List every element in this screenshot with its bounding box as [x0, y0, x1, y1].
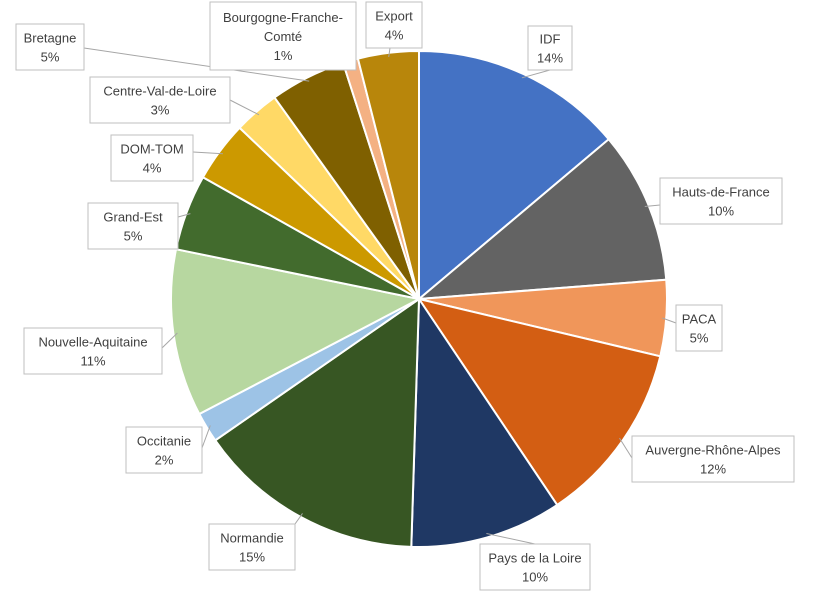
- data-label-idf: IDF 14%: [527, 25, 573, 71]
- leader-line: [521, 69, 551, 79]
- data-label-percent: 10%: [708, 204, 734, 219]
- leader-line: [662, 317, 677, 324]
- data-label-hauts-de-france: Hauts-de-France 10%: [659, 177, 783, 225]
- data-label-percent: 5%: [690, 331, 709, 346]
- pie-slice-auvergne-rh-ne-alpes: [416, 297, 662, 507]
- data-label-dom-tom: DOM-TOM 4%: [110, 134, 194, 182]
- data-label-percent: 1%: [274, 48, 293, 63]
- data-label-box: [365, 1, 423, 49]
- data-label-name: Hauts-de-France: [672, 185, 770, 200]
- pie-slice-nouvelle-aquitaine: [170, 248, 422, 416]
- leader-line: [201, 425, 211, 449]
- pie-slice-idf: [418, 49, 611, 302]
- data-label-name: PACA: [682, 312, 717, 327]
- data-label-box: [23, 327, 163, 375]
- data-label-pays-de-la-loire: Pays de la Loire 10%: [479, 543, 591, 591]
- data-label-percent: 14%: [537, 51, 563, 66]
- data-label-name: Auvergne-Rhône-Alpes: [645, 443, 781, 458]
- data-label-box: [631, 435, 795, 483]
- data-label-percent: 2%: [155, 453, 174, 468]
- data-label-normandie: Normandie 15%: [208, 523, 296, 571]
- data-label-box: [89, 76, 231, 124]
- pie-slice-hauts-de-france: [415, 137, 668, 301]
- leader-line: [229, 99, 260, 116]
- data-label-box: [125, 426, 203, 474]
- data-label-box: [15, 23, 85, 71]
- data-label-name: DOM-TOM: [120, 142, 183, 157]
- data-label-percent: 11%: [80, 354, 105, 369]
- data-label-nouvelle-aquitaine: Nouvelle-Aquitaine 11%: [23, 327, 163, 375]
- data-label-name: Centre-Val-de-Loire: [103, 84, 216, 99]
- data-label-percent: 4%: [385, 28, 404, 43]
- data-label-name: Occitanie: [137, 434, 191, 449]
- pie-slice-pays-de-la-loire: [410, 295, 559, 548]
- leader-line: [161, 332, 178, 349]
- data-label-box: [479, 543, 591, 591]
- data-label-percent: 12%: [700, 462, 726, 477]
- data-label-occitanie: Occitanie 2%: [125, 426, 203, 474]
- data-label-percent: 3%: [151, 103, 170, 118]
- leader-line: [644, 204, 661, 207]
- data-label-name: Grand-Est: [103, 210, 163, 225]
- data-label-percent: 15%: [239, 550, 265, 565]
- data-label-percent: 5%: [41, 50, 60, 65]
- data-label-box: [110, 134, 194, 182]
- data-label-box: [87, 202, 179, 250]
- leader-line: [177, 213, 191, 218]
- leader-line: [192, 151, 223, 155]
- data-label-name: Pays de la Loire: [488, 551, 581, 566]
- leader-line: [619, 437, 633, 459]
- leader-line: [486, 533, 536, 545]
- data-label-box: [675, 304, 723, 352]
- data-label-name: Export: [375, 9, 413, 24]
- data-label-auvergne-rh-ne-alpes: Auvergne-Rhône-Alpes 12%: [631, 435, 795, 483]
- data-labels-layer: IDF 14% Hauts-de-France 10% PACA 5% Auvergne-R…: [15, 1, 795, 591]
- leader-line: [388, 47, 391, 57]
- data-label-bourgogne-franche-comt-: Bourgogne-Franche- Comté 1%: [209, 1, 357, 71]
- data-label-bretagne: Bretagne 5%: [15, 23, 85, 71]
- slices-layer: [170, 49, 668, 548]
- data-label-box: [209, 1, 357, 71]
- data-label-name: Comté: [264, 29, 302, 44]
- data-label-percent: 10%: [522, 570, 548, 585]
- leader-line: [294, 513, 303, 525]
- data-label-box: [659, 177, 783, 225]
- data-label-grand-est: Grand-Est 5%: [87, 202, 179, 250]
- data-label-paca: PACA 5%: [675, 304, 723, 352]
- data-label-percent: 4%: [143, 161, 162, 176]
- data-label-name: IDF: [540, 32, 561, 47]
- data-label-name: Normandie: [220, 531, 284, 546]
- data-label-box: [208, 523, 296, 571]
- data-label-percent: 5%: [124, 229, 143, 244]
- pie-slice-export: [356, 49, 420, 300]
- leader-line: [83, 47, 310, 82]
- data-label-name: Nouvelle-Aquitaine: [38, 335, 147, 350]
- data-label-name: Bretagne: [24, 31, 77, 46]
- data-label-export: Export 4%: [365, 1, 423, 49]
- data-label-box: [527, 25, 573, 71]
- data-label-centre-val-de-loire: Centre-Val-de-Loire 3%: [89, 76, 231, 124]
- data-label-name: Bourgogne-Franche-: [223, 10, 343, 25]
